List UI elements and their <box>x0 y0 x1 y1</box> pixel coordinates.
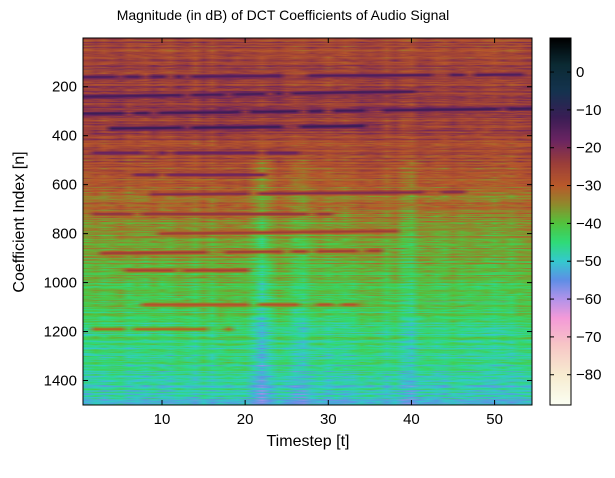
y-tick-label: 1200 <box>44 324 77 341</box>
colorbar-tick-label: −30 <box>576 178 601 195</box>
colorbar-frame <box>549 37 572 406</box>
colorbar-tick-label: −10 <box>576 102 601 119</box>
x-tick-label: 30 <box>320 411 337 428</box>
chart-title: Magnitude (in dB) of DCT Coefficients of… <box>117 7 450 23</box>
colorbar: 0 −10 −20 −30 −40 −50 −60 −70 −80 <box>549 37 601 406</box>
colorbar-tick-label: −50 <box>576 253 601 270</box>
y-tick-label: 800 <box>52 226 77 243</box>
colorbar-tick-label: −60 <box>576 291 601 308</box>
colorbar-tick-label: −70 <box>576 329 601 346</box>
x-tick-label: 20 <box>237 411 254 428</box>
x-tick-label: 40 <box>403 411 420 428</box>
y-axis-ticks: 200 400 600 800 1000 1200 1400 <box>44 79 532 390</box>
x-axis-ticks: 10 20 30 40 50 <box>154 38 503 428</box>
heatmap-plot-area <box>82 37 533 406</box>
plot-frame <box>82 37 533 406</box>
colorbar-tick-label: −20 <box>576 140 601 157</box>
heatmap-image <box>83 38 532 405</box>
y-tick-label: 1400 <box>44 373 77 390</box>
y-tick-label: 200 <box>52 79 77 96</box>
colorbar-tick-label: −80 <box>576 367 601 384</box>
x-axis-label: Timestep [t] <box>267 433 350 450</box>
y-tick-label: 1000 <box>44 275 77 292</box>
colorbar-ticks: 0 −10 −20 −30 −40 −50 −60 −70 −80 <box>550 64 601 384</box>
y-tick-label: 600 <box>52 177 77 194</box>
x-tick-label: 50 <box>486 411 503 428</box>
colorbar-image <box>550 38 571 405</box>
colorbar-tick-label: −40 <box>576 215 601 232</box>
x-tick-label: 10 <box>154 411 171 428</box>
y-tick-label: 400 <box>52 128 77 145</box>
colorbar-tick-label: 0 <box>576 64 584 81</box>
y-axis-label: Coefficient Index [n] <box>11 151 28 292</box>
